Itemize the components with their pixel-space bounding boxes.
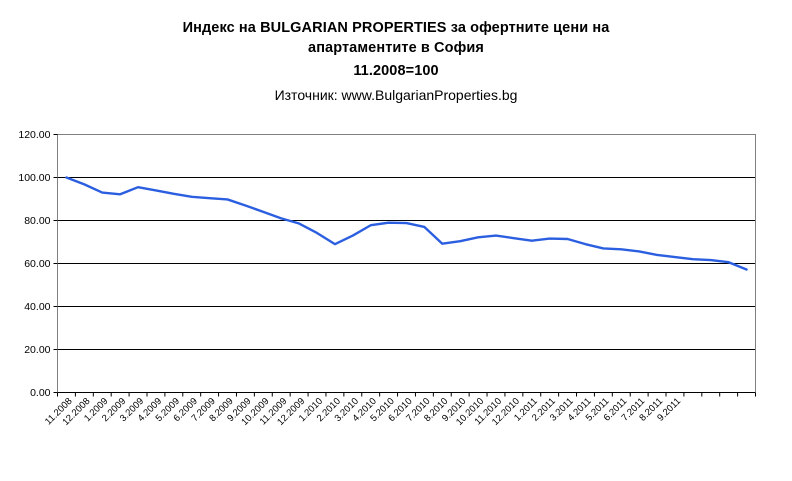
chart-title-block: Индекс на BULGARIAN PROPERTIES за офертн…: [96, 18, 696, 105]
y-tick-label-80: 80.00: [24, 215, 50, 227]
data-series-line: [65, 176, 748, 271]
chart-title-line-2: апартаментите в София: [308, 40, 484, 56]
y-tick-label-20: 20.00: [24, 344, 50, 356]
chart-source-line: Източник: www.BulgarianProperties.bg: [274, 87, 518, 103]
chart-title-line-3: 11.2008=100: [353, 63, 439, 79]
y-tick-label-100: 100.00: [18, 172, 50, 184]
chart-title-line-1: Индекс на BULGARIAN PROPERTIES за офертн…: [182, 20, 610, 36]
y-tick-label-60: 60.00: [24, 258, 50, 270]
y-tick-label-120: 120.00: [18, 129, 50, 141]
y-tick-label-0: 0.00: [30, 387, 51, 399]
y-tick-label-40: 40.00: [24, 301, 50, 313]
